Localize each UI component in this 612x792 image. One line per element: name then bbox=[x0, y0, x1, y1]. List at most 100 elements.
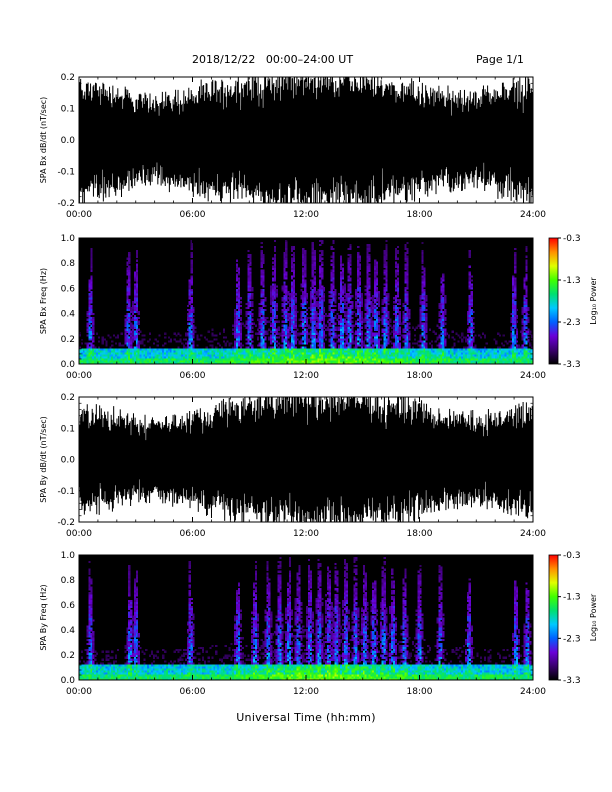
spectrogram-cell bbox=[349, 261, 352, 264]
spectrogram-cell bbox=[317, 348, 320, 351]
spectrogram-cell bbox=[341, 358, 345, 361]
spectrogram-cell bbox=[133, 287, 137, 290]
spectrogram-cell bbox=[131, 308, 135, 312]
spectrogram-cell bbox=[126, 304, 129, 308]
spectrogram-cell bbox=[341, 334, 345, 337]
spectrogram-cell bbox=[304, 261, 307, 264]
spectrogram-cell bbox=[268, 336, 271, 339]
spectrogram-cell bbox=[311, 324, 314, 327]
spectrogram-cell bbox=[283, 287, 286, 290]
spectrogram-cell bbox=[319, 281, 322, 284]
spectrogram-cell bbox=[283, 346, 286, 349]
spectrogram-cell bbox=[237, 328, 241, 331]
spectrogram-cell bbox=[262, 259, 265, 262]
spectrogram-cell bbox=[124, 334, 127, 337]
spectrogram-cell bbox=[311, 334, 314, 337]
spectrogram-cell bbox=[436, 336, 439, 339]
spectrogram-cell bbox=[411, 356, 415, 359]
spectrogram-cell bbox=[283, 342, 286, 345]
spectrogram-cell bbox=[220, 356, 224, 359]
spectrogram-cell bbox=[330, 358, 333, 361]
spectrogram-cell bbox=[294, 314, 297, 318]
spectrogram-cell bbox=[290, 259, 294, 262]
spectrogram-cell bbox=[186, 342, 190, 345]
spectrogram-cell bbox=[253, 348, 256, 351]
spectrogram-cell bbox=[273, 261, 277, 264]
spectrogram-cell bbox=[107, 354, 110, 357]
spectrogram-cell bbox=[321, 273, 324, 276]
spectrogram-cell bbox=[444, 297, 447, 300]
spectrogram-cell bbox=[309, 316, 312, 320]
spectrogram-cell bbox=[292, 289, 295, 292]
spectrogram-cell bbox=[224, 360, 227, 363]
spectrogram-cell bbox=[262, 358, 265, 361]
spectrogram-cell bbox=[190, 281, 193, 284]
spectrogram-cell bbox=[377, 295, 381, 298]
spectrogram-cell bbox=[302, 253, 305, 257]
spectrogram-cell bbox=[406, 350, 409, 353]
spectrogram-cell bbox=[304, 297, 307, 300]
spectrogram-cell bbox=[442, 354, 445, 357]
spectrogram-cell bbox=[459, 360, 462, 363]
spectrogram-cell bbox=[319, 344, 322, 347]
spectrogram-cell bbox=[298, 340, 301, 343]
spectrogram-cell bbox=[311, 336, 314, 339]
spectrogram-cell bbox=[260, 245, 263, 249]
spectrogram-cell bbox=[311, 243, 314, 247]
spectrogram-cell bbox=[341, 287, 345, 290]
spectrogram-cell bbox=[455, 350, 458, 353]
spectrogram-cell bbox=[421, 328, 424, 331]
spectrogram-cell bbox=[283, 332, 286, 335]
spectrogram-cell bbox=[368, 291, 371, 294]
spectrogram-cell bbox=[300, 297, 303, 300]
spectrogram-cell bbox=[260, 338, 263, 341]
spectrogram-cell bbox=[277, 348, 280, 351]
spectrogram-cell bbox=[321, 310, 324, 314]
spectrogram-cell bbox=[190, 318, 193, 321]
spectrogram-cell bbox=[130, 356, 133, 359]
spectrogram-cell bbox=[368, 354, 371, 357]
spectrogram-cell bbox=[349, 324, 352, 327]
spectrogram-cell bbox=[275, 289, 278, 292]
spectrogram-cell bbox=[92, 340, 95, 343]
spectrogram-cell bbox=[143, 360, 146, 363]
spectrogram-cell bbox=[357, 324, 360, 327]
spectrogram-cell bbox=[188, 328, 191, 331]
spectrogram-cell bbox=[323, 342, 326, 345]
spectrogram-cell bbox=[375, 261, 379, 264]
spectrogram-cell bbox=[154, 362, 157, 365]
spectrogram-cell bbox=[290, 263, 294, 266]
spectrogram-cell bbox=[84, 360, 87, 363]
spectrogram-cell bbox=[455, 352, 458, 355]
spectrogram-cell bbox=[126, 340, 129, 343]
spectrogram-cell bbox=[396, 291, 399, 294]
spectrogram-cell bbox=[321, 336, 324, 339]
spectrogram-cell bbox=[349, 356, 352, 359]
spectrogram-cell bbox=[133, 279, 137, 282]
spectrogram-cell bbox=[315, 356, 318, 359]
spectrogram-cell bbox=[224, 342, 227, 345]
spectrogram-cell bbox=[351, 360, 354, 363]
spectrogram-cell bbox=[309, 302, 312, 306]
spectrogram-cell bbox=[366, 316, 369, 320]
spectrogram-cell bbox=[391, 330, 394, 333]
spectrogram-cell bbox=[345, 354, 348, 357]
spectrogram-cell bbox=[362, 350, 365, 353]
spectrogram-cell bbox=[351, 326, 354, 329]
spectrogram-cell bbox=[421, 265, 424, 268]
spectrogram-cell bbox=[288, 356, 292, 359]
spectrogram-cell bbox=[383, 360, 386, 363]
spectrogram-cell bbox=[396, 318, 399, 321]
spectrogram-cell bbox=[345, 362, 348, 365]
spectrogram-cell bbox=[309, 362, 312, 365]
spectrogram-cell bbox=[249, 261, 252, 264]
spectrogram-cell bbox=[281, 346, 284, 349]
spectrogram-cell bbox=[279, 362, 282, 365]
spectrogram-cell bbox=[264, 338, 267, 341]
spectrogram-cell bbox=[440, 301, 443, 304]
spectrogram-cell bbox=[370, 306, 373, 310]
spectrogram-cell bbox=[264, 316, 267, 320]
spectrogram-cell bbox=[330, 328, 333, 331]
spectrogram-cell bbox=[283, 263, 286, 266]
spectrogram-cell bbox=[423, 330, 426, 333]
